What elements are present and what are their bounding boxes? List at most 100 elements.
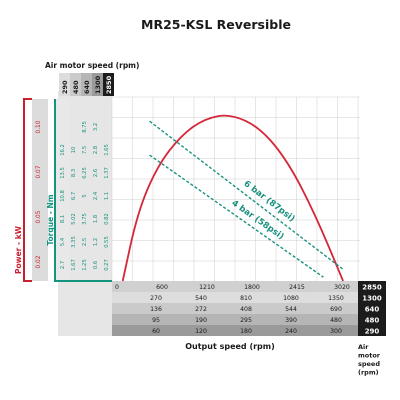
air-motor-speed-side-label: speed <box>358 360 380 368</box>
torque-tick-label: 2.5 <box>82 238 88 246</box>
output-speed-value: 270 <box>150 295 162 302</box>
air-speed-header-value: 640 <box>83 80 91 94</box>
output-speed-tick: 2415 <box>289 284 305 291</box>
torque-tick-label: 2.4 <box>93 191 99 200</box>
output-speed-value: 136 <box>150 306 162 313</box>
air-motor-speed-side-label: (rpm) <box>358 369 379 377</box>
output-speed-value: 544 <box>285 306 297 313</box>
output-speed-value: 810 <box>240 295 252 302</box>
power-band <box>32 99 48 281</box>
air-motor-speed-side-label: motor <box>358 352 381 360</box>
air-speed-header-value: 1300 <box>94 75 102 94</box>
output-speed-value: 60 <box>152 328 160 335</box>
torque-band <box>55 99 69 281</box>
torque-tick-label: 6.7 <box>71 192 77 200</box>
output-speed-value: 240 <box>285 328 297 335</box>
power-curve <box>121 114 344 282</box>
output-speed-value: 690 <box>330 306 342 313</box>
output-speed-value: 540 <box>195 295 207 302</box>
torque-tick-label: 13.5 <box>60 167 66 179</box>
air-speed-value: 1300 <box>362 295 382 303</box>
air-speed-cell <box>358 281 386 292</box>
air-speed-header-value: 2850 <box>105 75 113 94</box>
torque-tick-label: 5.02 <box>71 213 77 225</box>
air-speed-header-cell <box>103 73 114 96</box>
output-speed-value: 408 <box>240 306 252 313</box>
air-speed-cell <box>358 314 386 325</box>
air-speed-value: 290 <box>365 328 380 336</box>
air-speed-header-value: 290 <box>61 80 69 94</box>
torque-tick-label: 8.1 <box>60 215 66 223</box>
torque-tick-label: 16.2 <box>60 144 66 156</box>
power-tick-label: 0.10 <box>36 120 42 133</box>
output-speed-tick: 3020 <box>334 284 350 291</box>
power-tick-label: 0.05 <box>36 210 42 223</box>
torque-tick-label: 8.3 <box>71 169 77 177</box>
pressure-line <box>149 120 344 270</box>
output-speed-value: 1080 <box>283 295 299 302</box>
output-speed-value: 272 <box>195 306 207 313</box>
torque-tick-label: 2.8 <box>93 146 99 154</box>
torque-tick-label: 0.27 <box>104 259 110 271</box>
plot-area <box>112 91 362 281</box>
air-speed-value: 2850 <box>362 284 382 292</box>
output-speed-row <box>112 325 358 336</box>
torque-tick-label: 2.7 <box>60 261 66 269</box>
torque-tick-label: 1.67 <box>71 259 77 271</box>
output-speed-value: 300 <box>330 328 342 335</box>
torque-axis-bracket <box>54 99 112 282</box>
torque-tick-label: 3.35 <box>71 236 77 248</box>
torque-tick-label: 1.37 <box>104 167 110 179</box>
output-speed-value: 180 <box>240 328 252 335</box>
output-speed-value: 1350 <box>328 295 344 302</box>
air-speed-cell <box>358 303 386 314</box>
air-speed-header-cell <box>59 73 70 96</box>
air-speed-header-cell <box>81 73 92 96</box>
torque-tick-label: 1.2 <box>93 238 99 246</box>
torque-tick-label: 1.8 <box>93 215 99 223</box>
output-speed-row <box>112 303 358 314</box>
air-speed-cell <box>358 292 386 303</box>
power-axis-label: Power - kW <box>14 225 23 274</box>
output-speed-value: 120 <box>195 328 207 335</box>
output-speed-value: 190 <box>195 317 207 324</box>
output-speed-tick: 1800 <box>244 284 260 291</box>
torque-tick-label: 3.2 <box>93 123 99 131</box>
power-axis-bracket <box>23 98 32 282</box>
torque-tick-label: 1.65 <box>104 144 110 156</box>
output-speed-header-row <box>112 281 358 292</box>
output-speed-tick: 1210 <box>199 284 215 291</box>
output-speed-value: 95 <box>152 317 160 324</box>
air-speed-value: 640 <box>365 306 380 314</box>
torque-tick-label: 1.25 <box>82 259 88 271</box>
torque-tick-label: 10.8 <box>60 190 66 202</box>
torque-tick-label: 0.55 <box>104 236 110 248</box>
torque-tick-label: 0.6 <box>93 261 99 269</box>
pressure-line <box>149 154 324 278</box>
output-speed-value: 295 <box>240 317 252 324</box>
air-speed-cell <box>358 325 386 336</box>
air-speed-header-cell <box>92 73 103 96</box>
torque-tick-label: 6.25 <box>82 167 88 179</box>
torque-tick-label: 3.75 <box>82 213 88 225</box>
power-tick-label: 0.02 <box>36 255 42 268</box>
output-speed-label: Output speed (rpm) <box>185 342 275 351</box>
air-motor-speed-top-label: Air motor speed (rpm) <box>45 61 139 70</box>
torque-tick-label: 2.6 <box>93 169 99 177</box>
output-speed-value: 480 <box>330 317 342 324</box>
air-speed-header-value: 480 <box>72 80 80 94</box>
output-speed-row <box>112 292 358 303</box>
chart-title: MR25-KSL Reversible <box>141 17 291 32</box>
output-speed-row <box>112 314 358 325</box>
air-speed-value: 480 <box>365 317 380 325</box>
output-speed-tick: 0 <box>115 284 119 291</box>
torque-tick-label: 1.1 <box>104 192 110 200</box>
power-tick-label: 0.07 <box>36 165 42 178</box>
torque-tick-label: 10 <box>71 147 77 154</box>
output-speed-value: 390 <box>285 317 297 324</box>
output-speed-tick: 600 <box>156 284 168 291</box>
torque-tick-label: 8.75 <box>82 121 88 133</box>
air-speed-header-cell <box>70 73 81 96</box>
torque-tick-label: 5 <box>82 194 88 197</box>
